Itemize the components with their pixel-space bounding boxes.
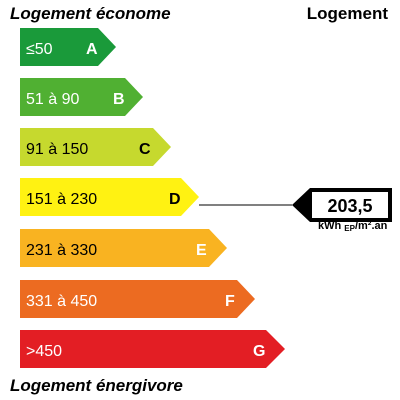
- range-label-b: 51 à 90: [26, 91, 79, 108]
- letter-e: E: [196, 242, 207, 259]
- class-bar-f: 331 à 450 F: [20, 280, 255, 318]
- range-label-d: 151 à 230: [26, 191, 97, 208]
- range-label-e: 231 à 330: [26, 242, 97, 259]
- class-bar-g: >450 G: [20, 330, 285, 368]
- class-bar-a: ≤50 A: [20, 28, 116, 66]
- letter-a: A: [86, 41, 98, 58]
- class-bar-c: 91 à 150 C: [20, 128, 171, 166]
- letter-d: D: [169, 191, 181, 208]
- housing-label: Logement: [306, 4, 388, 23]
- letter-f: F: [225, 293, 235, 310]
- range-label-f: 331 à 450: [26, 293, 97, 310]
- class-bar-b: 51 à 90 B: [20, 78, 143, 116]
- economical-label: Logement économe: [10, 4, 171, 23]
- class-bar-d: 151 à 230 D: [20, 178, 199, 216]
- letter-b: B: [113, 91, 125, 108]
- class-bar-e: 231 à 330 E: [20, 229, 227, 267]
- range-label-a: ≤50: [26, 41, 53, 58]
- value-text: 203,5: [327, 196, 372, 216]
- value-indicator: 203,5: [292, 188, 392, 222]
- range-label-g: >450: [26, 343, 62, 360]
- unit-label: kWh EP/m².an: [318, 220, 388, 233]
- letter-c: C: [139, 141, 151, 158]
- range-label-c: 91 à 150: [26, 141, 88, 158]
- letter-g: G: [253, 343, 265, 360]
- energy-intensive-label: Logement énergivore: [10, 376, 183, 395]
